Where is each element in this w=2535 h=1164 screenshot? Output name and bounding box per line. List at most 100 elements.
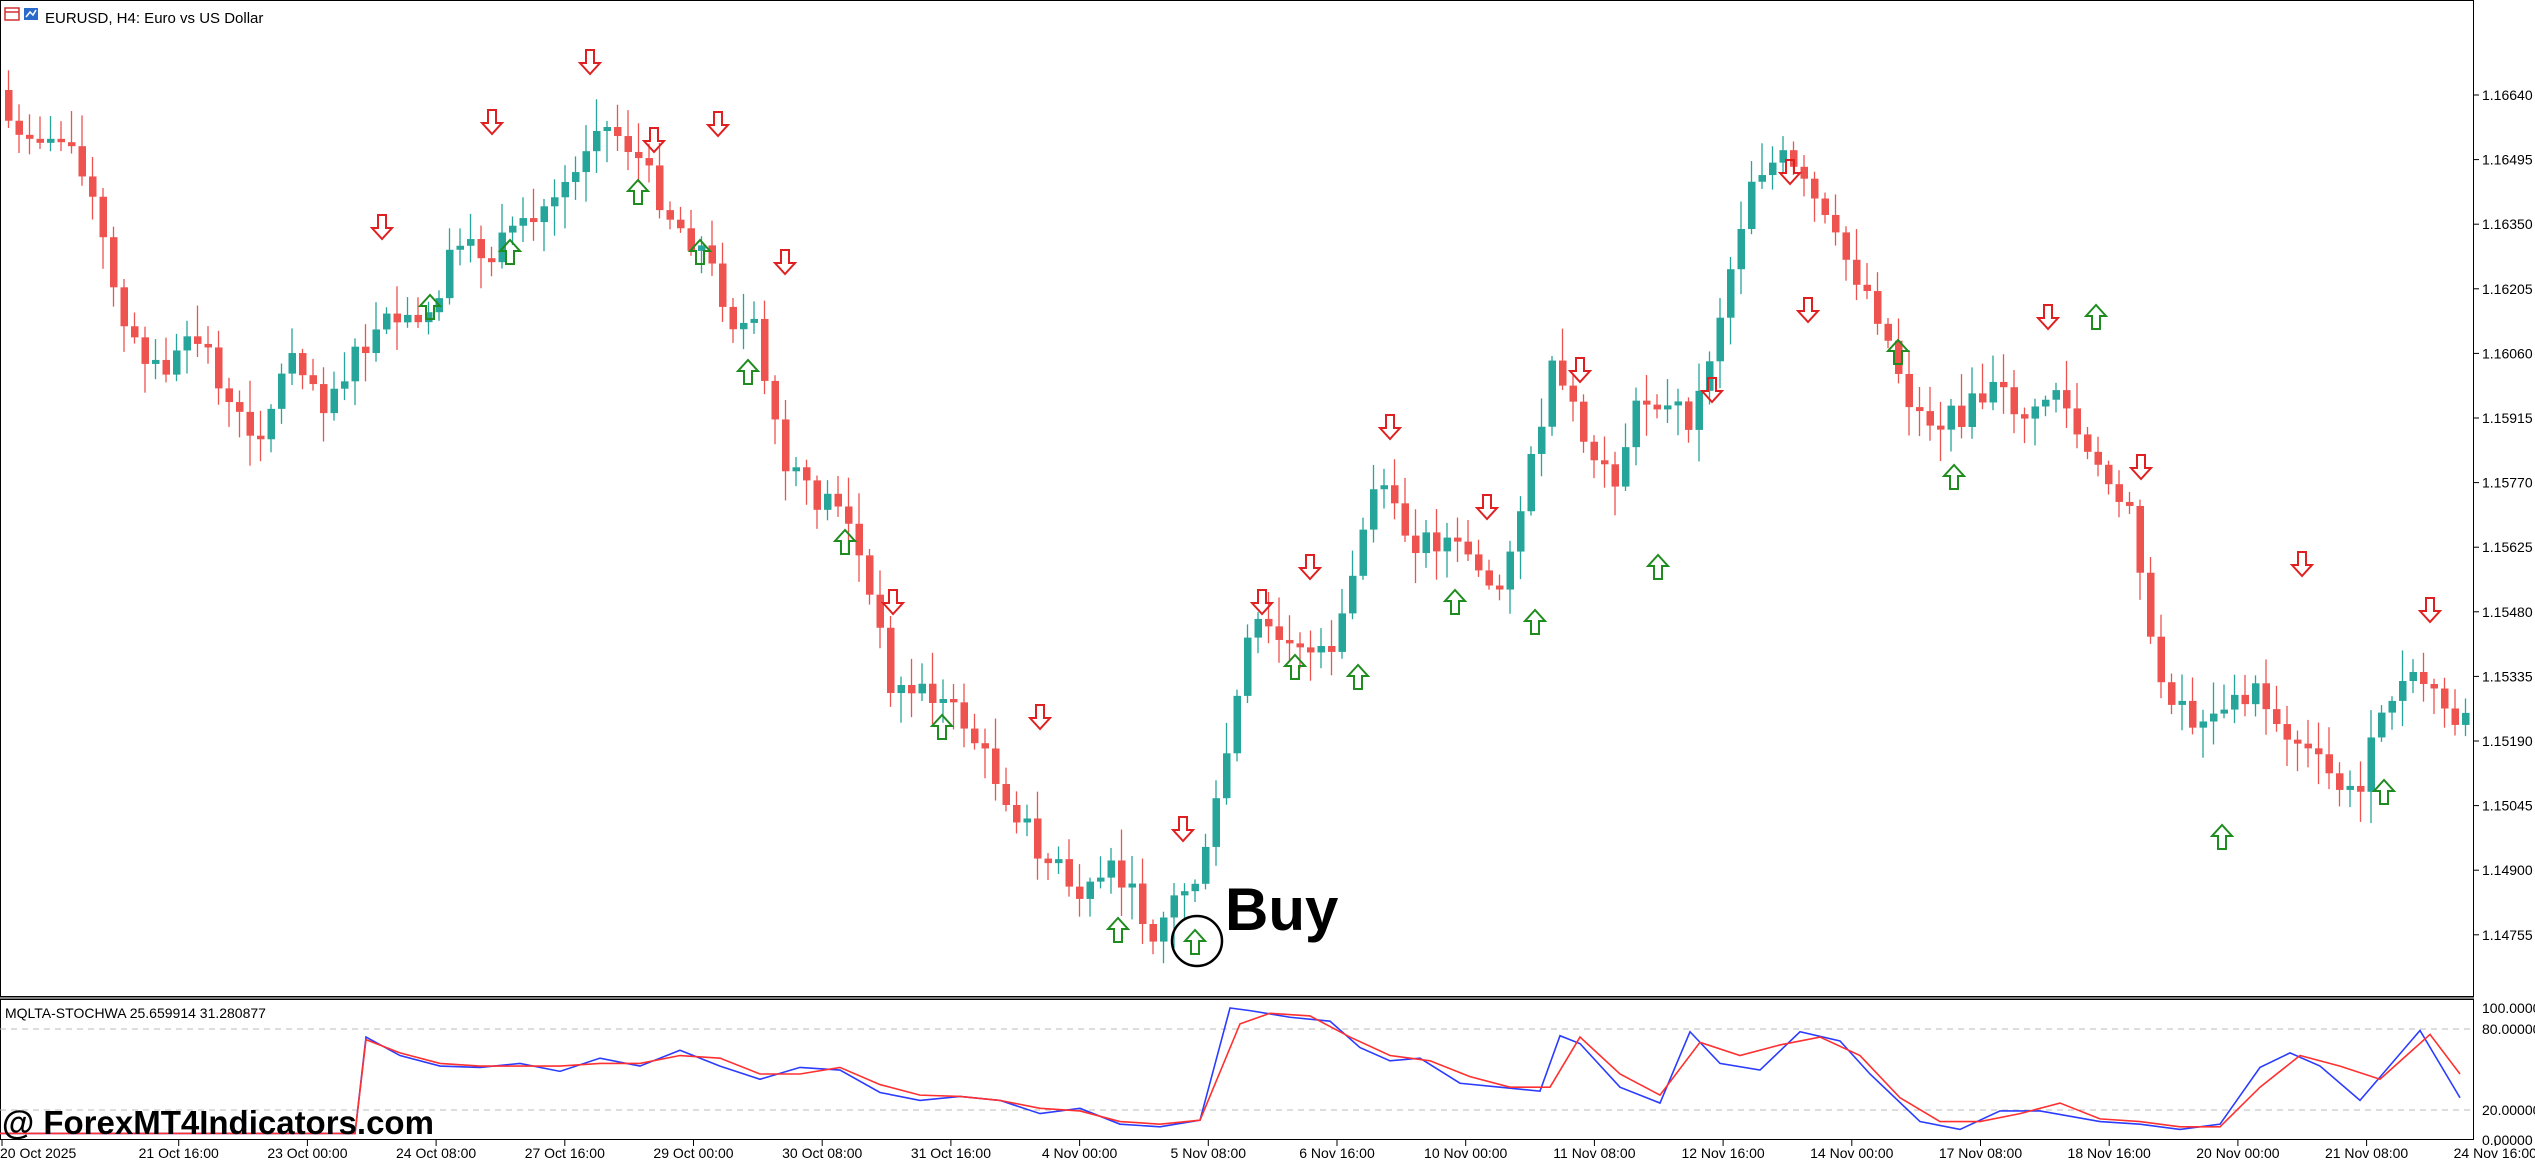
sell-arrow-icon xyxy=(1567,357,1593,384)
bull-candle xyxy=(1727,256,1735,345)
bear-candle xyxy=(1842,226,1850,281)
buy-arrow-icon xyxy=(417,293,443,320)
bear-candle xyxy=(866,548,874,605)
bear-candle xyxy=(719,242,727,322)
bear-candle xyxy=(1013,791,1021,834)
bull-candle xyxy=(173,333,181,382)
bull-candle xyxy=(593,99,601,173)
sell-arrow-icon xyxy=(1297,554,1323,581)
bull-candle xyxy=(1506,540,1514,614)
bull-candle xyxy=(1947,398,1955,452)
price-label: 1.14900 xyxy=(2482,862,2533,878)
bear-candle xyxy=(26,114,34,155)
bear-candle xyxy=(635,123,643,183)
bull-candle xyxy=(2346,770,2354,808)
bear-candle xyxy=(1800,155,1808,197)
price-label: 1.16350 xyxy=(2482,216,2533,232)
bull-candle xyxy=(1128,855,1136,920)
bull-candle xyxy=(183,320,191,374)
bull-candle xyxy=(1664,379,1672,423)
bear-candle xyxy=(729,297,737,343)
chart-window-icon[interactable] xyxy=(4,7,38,21)
bear-candle xyxy=(299,348,307,390)
bull-candle xyxy=(351,338,359,406)
buy-arrow-icon xyxy=(1885,338,1911,365)
buy-arrow-icon xyxy=(1645,553,1671,580)
bear-candle xyxy=(1412,509,1420,584)
indicator-level-label: 20.00000 xyxy=(2482,1102,2535,1118)
bear-candle xyxy=(708,220,716,277)
price-label: 1.15190 xyxy=(2482,733,2533,749)
bear-candle xyxy=(1569,375,1577,422)
bear-candle xyxy=(1685,397,1693,443)
indicator-title: MQLTA-STOCHWA 25.659914 31.280877 xyxy=(5,1005,266,1021)
bear-candle xyxy=(2115,470,2123,518)
bear-candle xyxy=(89,157,97,220)
price-label: 1.15045 xyxy=(2482,798,2533,814)
candlestick-series xyxy=(5,70,2470,964)
bear-candle xyxy=(2315,722,2323,785)
bear-candle xyxy=(2325,727,2333,790)
bear-candle xyxy=(257,410,265,462)
buy-arrow-icon xyxy=(625,178,651,205)
time-label: 23 Oct 00:00 xyxy=(267,1145,347,1161)
bull-candle xyxy=(897,676,905,723)
sell-arrow-icon xyxy=(705,111,731,138)
bear-candle xyxy=(1454,517,1462,563)
bear-candle xyxy=(1275,597,1283,663)
bull-candle xyxy=(1170,883,1178,949)
bear-candle xyxy=(876,570,884,649)
time-label: 30 Oct 08:00 xyxy=(782,1145,862,1161)
bear-candle xyxy=(1811,171,1819,222)
bull-candle xyxy=(330,371,338,421)
bear-candle xyxy=(99,187,107,269)
bull-candle xyxy=(740,293,748,350)
buy-arrow-icon xyxy=(2209,823,2235,850)
bear-candle xyxy=(488,246,496,277)
bull-candle xyxy=(2409,659,2417,694)
bull-candle xyxy=(2388,696,2396,730)
signal-arrows xyxy=(369,49,2443,955)
indicator-level-label: 100.00000 xyxy=(2482,1000,2535,1016)
bear-candle xyxy=(782,399,790,501)
buy-arrow-icon xyxy=(832,528,858,555)
stoch-signal-line xyxy=(0,1012,2461,1135)
buy-arrow-icon xyxy=(1182,928,1208,955)
bear-candle xyxy=(1485,559,1493,590)
bull-candle xyxy=(372,302,380,362)
price-label: 1.15915 xyxy=(2482,410,2533,426)
sell-arrow-icon xyxy=(1777,159,1803,186)
time-axis: 20 Oct 2025 21 Oct 16:00 23 Oct 00:00 24 Oc… xyxy=(0,1140,2535,1161)
bear-candle xyxy=(887,616,895,707)
buy-signal-circle xyxy=(1170,914,1224,968)
bull-candle xyxy=(1674,388,1682,436)
bear-candle xyxy=(362,324,370,382)
buy-arrow-icon xyxy=(1105,916,1131,943)
price-label: 1.15335 xyxy=(2482,668,2533,684)
bear-candle xyxy=(1958,374,1966,439)
bull-candle xyxy=(1548,356,1556,436)
bear-candle xyxy=(1643,375,1651,436)
sell-arrow-icon xyxy=(2417,597,2443,624)
bull-candle xyxy=(47,116,55,152)
bull-candle xyxy=(1517,496,1525,580)
bull-candle xyxy=(1527,446,1535,516)
bear-candle xyxy=(2126,491,2134,515)
bear-candle xyxy=(2063,360,2071,428)
bull-candle xyxy=(2367,710,2375,824)
bear-candle xyxy=(950,684,958,730)
bear-candle xyxy=(2010,370,2018,434)
bear-candle xyxy=(1433,509,1441,580)
symbol-title: EURUSD, H4: Euro vs US Dollar xyxy=(45,10,263,27)
sell-arrow-icon xyxy=(1795,297,1821,324)
bear-candle xyxy=(1937,401,1945,462)
bear-candle xyxy=(2094,436,2102,477)
bull-candle xyxy=(498,203,506,269)
price-label: 1.14755 xyxy=(2482,927,2533,943)
sell-arrow-icon xyxy=(1377,414,1403,441)
bull-candle xyxy=(1622,423,1630,491)
bull-candle xyxy=(341,352,349,401)
bear-candle xyxy=(2084,426,2092,460)
time-label: 20 Nov 00:00 xyxy=(2196,1145,2279,1161)
